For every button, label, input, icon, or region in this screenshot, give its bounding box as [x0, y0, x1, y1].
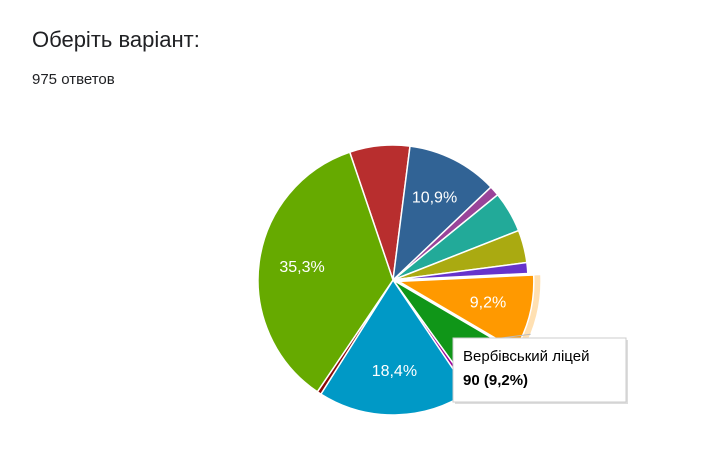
pie-slice — [257, 151, 394, 393]
response-count: 975 ответов — [32, 71, 115, 88]
slice-label: 9,2% — [470, 295, 506, 312]
question-title: Оберіть варіант: — [32, 27, 200, 52]
tooltip: Вербівський ліцей 90 (9,2%) — [452, 333, 628, 404]
pie-slice — [391, 145, 493, 282]
slice-label: 35,3% — [279, 259, 324, 276]
tooltip-category: Вербівський ліцей — [463, 348, 589, 365]
slice-label: 10,9% — [412, 189, 457, 206]
pie-slice — [392, 261, 529, 281]
slice-label: 18,4% — [372, 363, 417, 380]
tooltip-box — [452, 337, 627, 403]
tooltip-value: 90 (9,2%) — [463, 372, 528, 389]
